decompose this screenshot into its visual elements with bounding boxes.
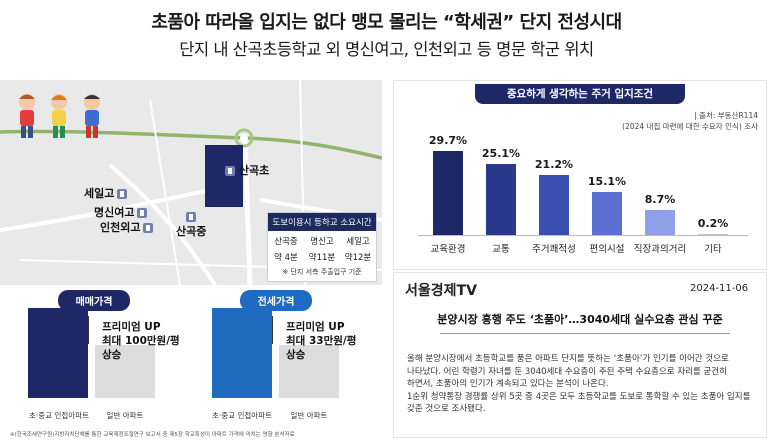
school-icon bbox=[225, 166, 235, 176]
chart-bar bbox=[539, 174, 569, 235]
chart-title: 중요하게 생각하는 주거 입지조건 bbox=[475, 84, 685, 104]
jeonse-premium-text: 프리미엄 UP 최대 33만원/평 상승 bbox=[286, 321, 357, 361]
news-divider bbox=[440, 333, 730, 334]
chart-category-label: 편의시설 bbox=[589, 244, 625, 255]
chart-value-label: 25.1% bbox=[481, 146, 521, 160]
chart-bar bbox=[486, 163, 516, 235]
bar-chart: 29.7% 교육환경 25.1% 교통 21.2% 주거쾌적성 15.1% 편의시설 8.7% 직… bbox=[393, 80, 767, 270]
label-seil-high: 세일고 bbox=[84, 185, 128, 201]
jeonse-general-bar bbox=[279, 345, 339, 398]
children-illustration bbox=[12, 90, 112, 144]
chart-category-label: 기타 bbox=[704, 244, 722, 255]
sale-premium-text: 프리미엄 UP 최대 100만원/평 상승 bbox=[102, 321, 180, 361]
label-sangok-middle: 산곡중 bbox=[176, 210, 206, 239]
walk-time-title: 도보이용시 등하교 소요시간 bbox=[268, 213, 376, 231]
school-icon bbox=[186, 212, 196, 222]
chart-bar bbox=[645, 210, 675, 235]
news-date: 2024-11-06 bbox=[690, 283, 749, 294]
jeonse-school-caption: 초·중교 인접아파트 bbox=[212, 411, 272, 420]
sale-general-bar bbox=[95, 345, 155, 398]
chart-value-label: 29.7% bbox=[428, 133, 468, 147]
news-body: 올해 분양시장에서 초등학교를 품은 아파트 단지를 뜻하는 ‘초품아’가 인기… bbox=[407, 354, 751, 414]
school-icon bbox=[143, 223, 154, 233]
walk-time-table: 도보이용시 등하교 소요시간 산곡중 명신고 세일고 약 4분 약11분 약12… bbox=[267, 212, 377, 282]
chart-value-label: 8.7% bbox=[644, 193, 676, 207]
price-footnote: ※(한국조세연구원)지방자치단체를 통한 교육재정조절연구 보고서 중 제5장 … bbox=[10, 432, 295, 438]
school-icon bbox=[137, 208, 148, 218]
news-title: 분양시장 흥행 주도 ‘초품아’…3040세대 실수요층 관심 꾸준 bbox=[437, 313, 723, 326]
walk-time-values: 약 4분 약11분 약12분 bbox=[274, 253, 372, 263]
label-incheon-foreign: 인천외고 bbox=[100, 219, 154, 235]
chart-value-label: 0.2% bbox=[697, 217, 729, 230]
chart-category-label: 직장과의거리 bbox=[633, 244, 687, 255]
chart-bar bbox=[698, 234, 728, 235]
label-myeongsin-girls: 명신여고 bbox=[94, 204, 148, 220]
chart-category-label: 주거쾌적성 bbox=[532, 244, 576, 255]
jeonse-price-tag: 전세가격 bbox=[240, 290, 312, 311]
chart-bar bbox=[433, 150, 463, 235]
chart-value-label: 21.2% bbox=[534, 157, 574, 171]
jeonse-general-caption: 일반 아파트 bbox=[290, 411, 328, 420]
walk-time-headers: 산곡중 명신고 세일고 bbox=[274, 237, 370, 247]
walk-time-note: ※ 단지 서측 주출입구 기준 bbox=[282, 268, 362, 276]
jeonse-bracket bbox=[272, 316, 284, 344]
sale-price-tag: 매매가격 bbox=[58, 290, 130, 311]
school-icon bbox=[117, 189, 128, 199]
news-panel bbox=[393, 272, 767, 438]
news-source: 서울경제TV bbox=[405, 283, 477, 299]
sale-school-bar bbox=[28, 308, 88, 398]
sale-school-caption: 초·중교 인접아파트 bbox=[29, 411, 89, 420]
chart-baseline bbox=[418, 235, 748, 236]
chart-category-label: 교육환경 bbox=[430, 244, 466, 255]
location-map: 산곡초 세일고 명신여고 인천외고 산곡중 bbox=[0, 80, 382, 285]
sale-bracket bbox=[88, 316, 100, 344]
chart-value-label: 15.1% bbox=[587, 175, 627, 189]
chart-source: | 출처: 부동산R114 (2024 내집 마련에 대한 수요자 인식) 조사 bbox=[622, 111, 758, 131]
chart-bar bbox=[592, 192, 622, 235]
sale-general-caption: 일반 아파트 bbox=[106, 411, 144, 420]
label-sangok-elementary: 산곡초 bbox=[222, 162, 269, 178]
subheadline: 단지 내 산곡초등학교 외 명신여고, 인천외고 등 명문 학군 위치 bbox=[179, 40, 594, 59]
headline: 초품아 따라올 입지는 없다 맹모 몰리는 “학세권” 단지 전성시대 bbox=[151, 12, 622, 33]
jeonse-school-bar bbox=[212, 308, 272, 398]
chart-category-label: 교통 bbox=[492, 244, 510, 255]
